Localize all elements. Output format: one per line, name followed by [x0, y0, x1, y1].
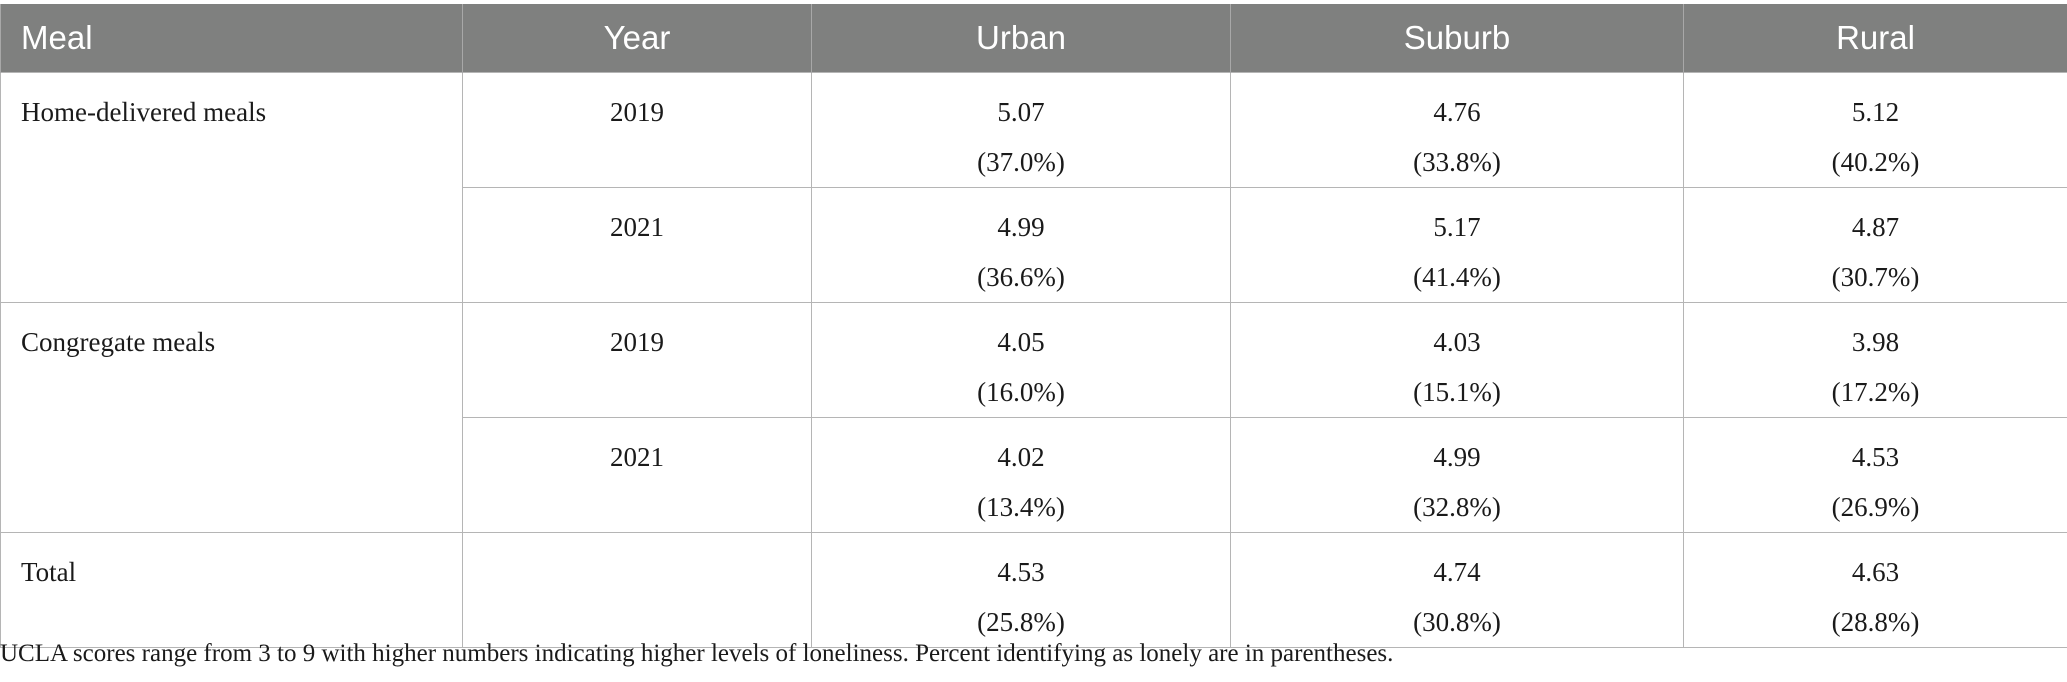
data-table-container: Meal Year Urban Suburb Rural Home-delive…	[0, 4, 2067, 648]
rural-percent: (30.7%)	[1831, 262, 1920, 292]
cell-urban: 4.02 (13.4%)	[811, 417, 1231, 533]
urban-percent: (13.4%)	[977, 492, 1065, 522]
rural-percent: (28.8%)	[1831, 607, 1920, 637]
suburb-score: 4.99	[1433, 442, 1481, 472]
rural-percent: (40.2%)	[1831, 147, 1920, 177]
table-row: 2021 4.99 (36.6%) 5.17 (41.4%) 4.87 (30.7%)	[1, 187, 2067, 303]
urban-score: 4.02	[997, 442, 1045, 472]
cell-meal: Home-delivered meals	[0, 72, 463, 303]
suburb-percent: (33.8%)	[1413, 147, 1501, 177]
table-row: Home-delivered meals 2019 5.07 (37.0%) 4.…	[0, 72, 2067, 303]
header-year: Year	[462, 4, 812, 73]
cell-rural: 4.87 (30.7%)	[1683, 187, 2067, 303]
cell-suburb: 4.76 (33.8%)	[1230, 72, 1684, 188]
cell-urban: 4.99 (36.6%)	[811, 187, 1231, 303]
cell-year: 2021	[462, 187, 812, 303]
cell-rural: 4.53 (26.9%)	[1683, 417, 2067, 533]
cell-meal: Total	[0, 532, 463, 648]
urban-score: 5.07	[997, 97, 1045, 127]
table-header-row: Meal Year Urban Suburb Rural	[0, 4, 2067, 73]
cell-suburb: 5.17 (41.4%)	[1230, 187, 1684, 303]
table-row-total: Total 4.53 (25.8%) 4.74 (30.8%) 4.63 (28.8%…	[0, 532, 2067, 648]
urban-score: 4.53	[997, 557, 1045, 587]
table-row: Congregate meals 2019 4.05 (16.0%) 4.03 (1…	[0, 302, 2067, 533]
rural-score: 4.63	[1851, 557, 1900, 587]
urban-score: 4.05	[997, 327, 1045, 357]
cell-rural: 4.63 (28.8%)	[1683, 532, 2067, 648]
cell-year	[462, 532, 812, 648]
header-meal: Meal	[0, 4, 463, 73]
cell-meal: Congregate meals	[0, 302, 463, 533]
suburb-score: 4.74	[1433, 557, 1481, 587]
suburb-percent: (30.8%)	[1413, 607, 1501, 637]
suburb-score: 4.03	[1433, 327, 1481, 357]
rural-score: 3.98	[1851, 327, 1900, 357]
loneliness-table: Meal Year Urban Suburb Rural Home-delive…	[0, 4, 2067, 648]
cell-rural: 5.12 (40.2%)	[1683, 72, 2067, 188]
rural-score: 4.53	[1851, 442, 1900, 472]
cell-urban: 5.07 (37.0%)	[811, 72, 1231, 188]
cell-year: 2019	[462, 302, 812, 418]
cell-year: 2019	[462, 72, 812, 188]
header-rural: Rural	[1683, 4, 2067, 73]
cell-urban: 4.53 (25.8%)	[811, 532, 1231, 648]
rural-percent: (17.2%)	[1831, 377, 1920, 407]
urban-percent: (36.6%)	[977, 262, 1065, 292]
urban-score: 4.99	[997, 212, 1045, 242]
suburb-percent: (41.4%)	[1413, 262, 1501, 292]
rural-score: 5.12	[1851, 97, 1900, 127]
suburb-score: 4.76	[1433, 97, 1481, 127]
table-row: 2021 4.02 (13.4%) 4.99 (32.8%) 4.53 (26.9%)	[1, 417, 2067, 533]
header-urban: Urban	[811, 4, 1231, 73]
suburb-percent: (15.1%)	[1413, 377, 1501, 407]
cell-suburb: 4.74 (30.8%)	[1230, 532, 1684, 648]
rural-percent: (26.9%)	[1831, 492, 1920, 522]
cell-year: 2021	[462, 417, 812, 533]
rural-score: 4.87	[1851, 212, 1900, 242]
cell-suburb: 4.03 (15.1%)	[1230, 302, 1684, 418]
suburb-score: 5.17	[1433, 212, 1481, 242]
suburb-percent: (32.8%)	[1413, 492, 1501, 522]
table-footnote: UCLA scores range from 3 to 9 with highe…	[0, 640, 1394, 667]
cell-suburb: 4.99 (32.8%)	[1230, 417, 1684, 533]
cell-urban: 4.05 (16.0%)	[811, 302, 1231, 418]
cell-rural: 3.98 (17.2%)	[1683, 302, 2067, 418]
urban-percent: (25.8%)	[977, 607, 1065, 637]
header-suburb: Suburb	[1230, 4, 1684, 73]
urban-percent: (16.0%)	[977, 377, 1065, 407]
urban-percent: (37.0%)	[977, 147, 1065, 177]
